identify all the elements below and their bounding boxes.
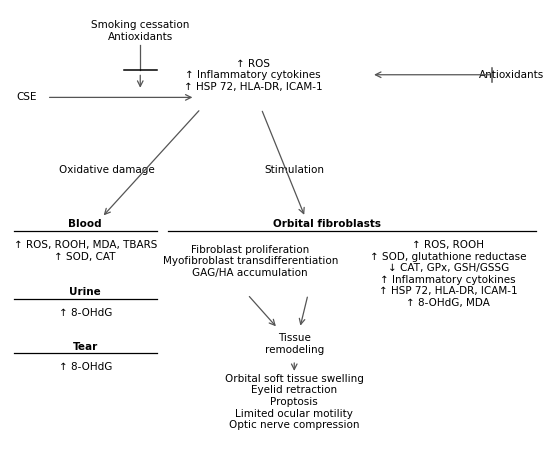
Text: Blood: Blood xyxy=(68,219,102,229)
Text: Oxidative damage: Oxidative damage xyxy=(59,165,155,175)
Text: CSE: CSE xyxy=(16,92,37,102)
Text: Antioxidants: Antioxidants xyxy=(479,70,544,80)
Text: Orbital soft tissue swelling
Eyelid retraction
Proptosis
Limited ocular motility: Orbital soft tissue swelling Eyelid retr… xyxy=(225,374,364,430)
Text: Smoking cessation
Antioxidants: Smoking cessation Antioxidants xyxy=(91,20,189,42)
Text: ↑ ROS
↑ Inflammatory cytokines
↑ HSP 72, HLA-DR, ICAM-1: ↑ ROS ↑ Inflammatory cytokines ↑ HSP 72,… xyxy=(184,59,322,92)
Text: Stimulation: Stimulation xyxy=(264,165,324,175)
Text: ↑ ROS, ROOH, MDA, TBARS
↑ SOD, CAT: ↑ ROS, ROOH, MDA, TBARS ↑ SOD, CAT xyxy=(14,240,157,262)
Text: ↑ 8-OHdG: ↑ 8-OHdG xyxy=(58,308,112,318)
Text: Tear: Tear xyxy=(73,342,98,352)
Text: Urine: Urine xyxy=(69,287,101,297)
Text: Tissue
remodeling: Tissue remodeling xyxy=(265,333,324,355)
Text: Fibroblast proliferation
Myofibroblast transdifferentiation
GAG/HA accumulation: Fibroblast proliferation Myofibroblast t… xyxy=(163,245,338,278)
Text: ↑ ROS, ROOH
↑ SOD, glutathione reductase
↓ CAT, GPx, GSH/GSSG
↑ Inflammatory cyt: ↑ ROS, ROOH ↑ SOD, glutathione reductase… xyxy=(370,240,526,308)
Text: Orbital fibroblasts: Orbital fibroblasts xyxy=(273,219,381,229)
Text: ↑ 8-OHdG: ↑ 8-OHdG xyxy=(58,362,112,372)
